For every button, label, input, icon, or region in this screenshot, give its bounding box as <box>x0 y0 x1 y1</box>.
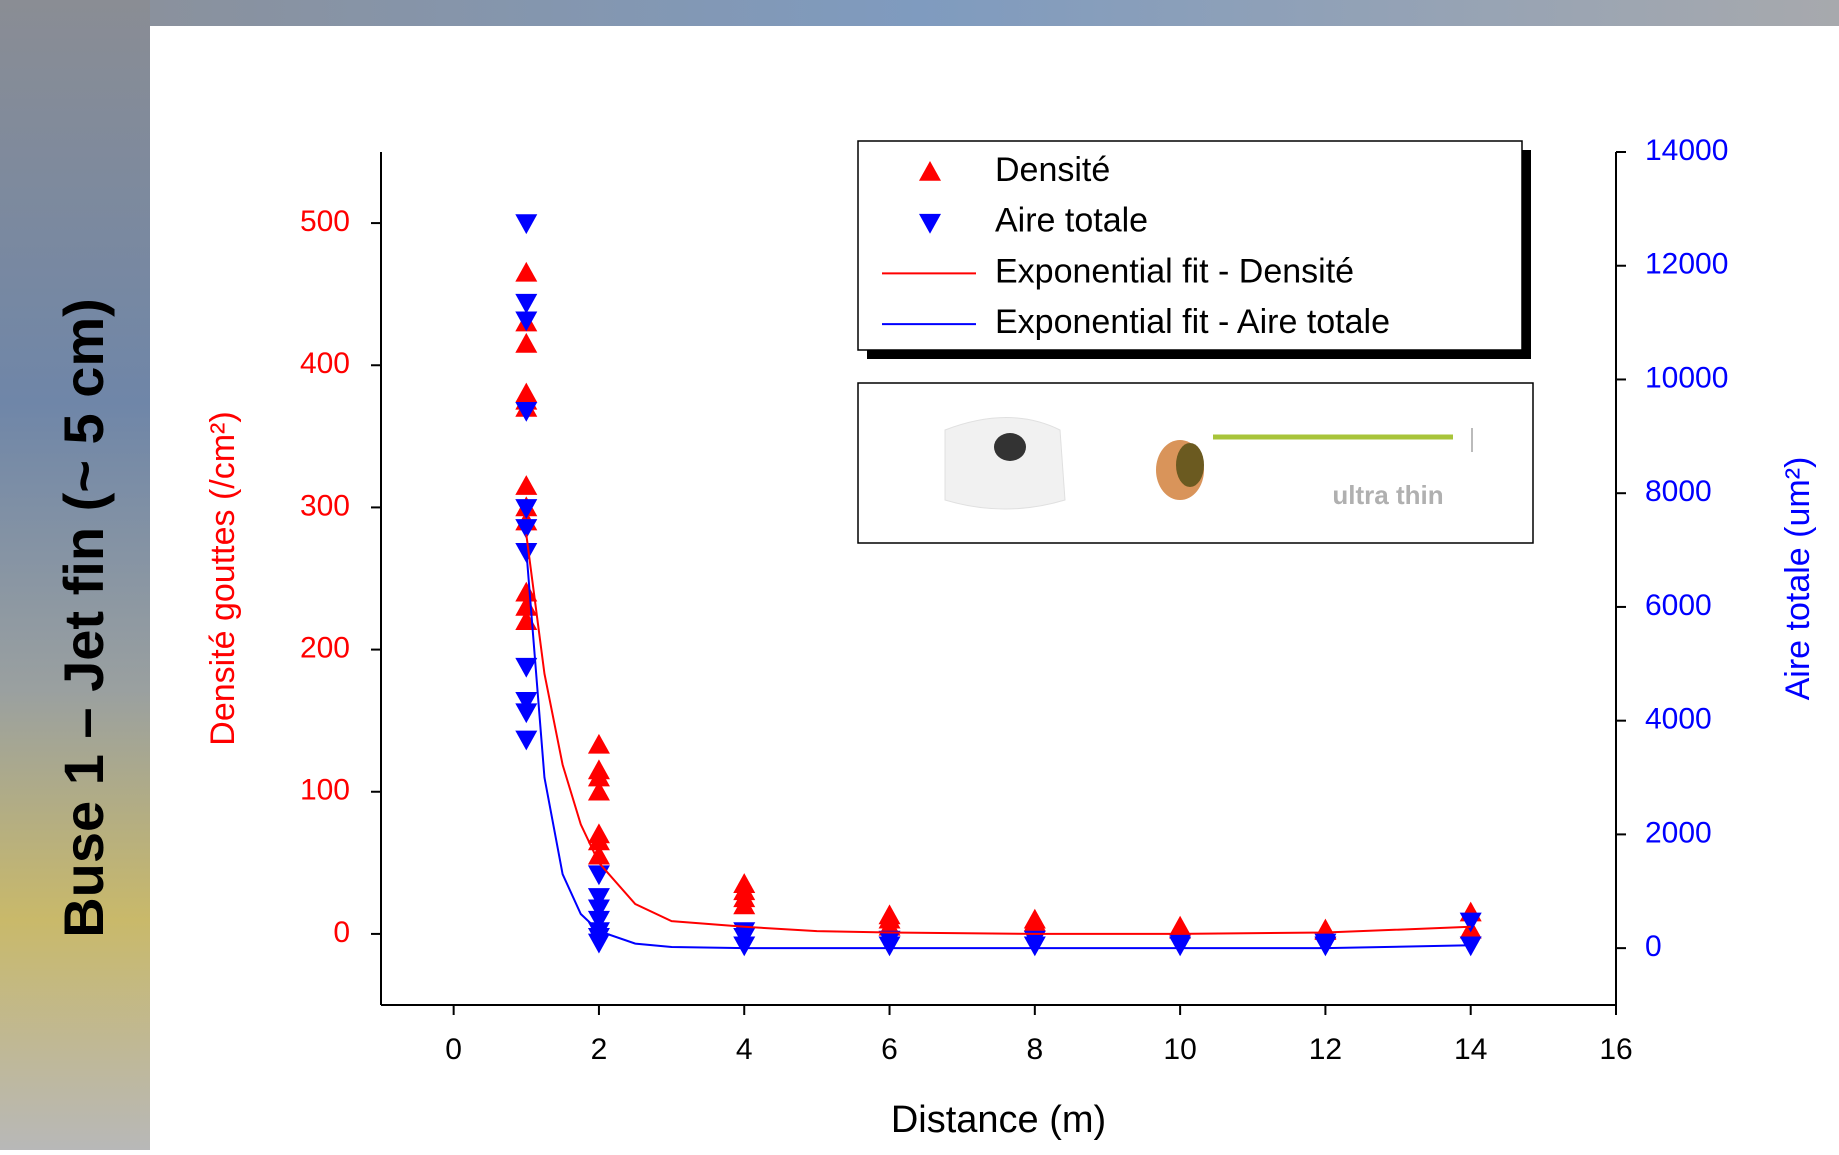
inset: ultra thin <box>857 382 1534 544</box>
point <box>587 766 610 787</box>
point <box>515 261 538 282</box>
point <box>587 899 610 920</box>
legend-label: Aire totale <box>995 202 1148 240</box>
point <box>515 730 538 751</box>
y2-tick-label: 0 <box>1645 930 1662 963</box>
point <box>1459 912 1482 933</box>
background-strip <box>0 0 150 1150</box>
point <box>1169 936 1192 957</box>
point <box>515 519 538 539</box>
can-icon <box>1176 443 1204 487</box>
x-tick-label: 6 <box>881 1033 898 1066</box>
point <box>1459 936 1482 957</box>
y-tick-label: 400 <box>300 347 350 380</box>
y-tick-label: 200 <box>300 632 350 665</box>
x-tick-label: 12 <box>1309 1033 1342 1066</box>
y2-tick-label: 4000 <box>1645 703 1712 736</box>
inset-label: ultra thin <box>1332 480 1443 510</box>
point <box>587 733 610 754</box>
point <box>515 311 538 332</box>
point <box>733 936 756 957</box>
x-tick-label: 14 <box>1454 1033 1487 1066</box>
point <box>515 475 538 495</box>
y2-tick-label: 14000 <box>1645 134 1728 167</box>
x-tick-label: 2 <box>591 1033 608 1066</box>
y2-tick-label: 12000 <box>1645 248 1728 281</box>
point <box>515 214 538 235</box>
y2-axis-label: Aire totale (um²) <box>1779 457 1817 701</box>
point <box>515 581 538 602</box>
y-tick-label: 300 <box>300 489 350 522</box>
point <box>515 332 538 353</box>
y2-tick-label: 10000 <box>1645 361 1728 394</box>
nozzle-icon <box>944 417 1066 510</box>
x-tick-label: 0 <box>445 1033 462 1066</box>
nozzle-hole <box>994 433 1026 461</box>
point <box>1023 911 1046 932</box>
y2-tick-label: 8000 <box>1645 475 1712 508</box>
x-axis-label: Distance (m) <box>891 1099 1106 1141</box>
y-tick-label: 500 <box>300 205 350 238</box>
x-tick-label: 8 <box>1026 1033 1043 1066</box>
legend-label: Densité <box>995 151 1110 189</box>
legend-label: Exponential fit - Densité <box>995 252 1354 290</box>
point <box>878 915 901 936</box>
y-tick-label: 100 <box>300 774 350 807</box>
point <box>1314 936 1337 957</box>
y2-tick-label: 2000 <box>1645 816 1712 849</box>
y-axis-label: Densité gouttes (/cm²) <box>204 411 242 745</box>
y2-tick-label: 6000 <box>1645 589 1712 622</box>
point <box>587 910 610 931</box>
point <box>587 933 610 954</box>
x-tick-label: 10 <box>1163 1033 1196 1066</box>
x-tick-label: 4 <box>736 1033 753 1066</box>
point <box>515 293 538 314</box>
point <box>587 844 610 865</box>
legend-swatch <box>919 161 941 181</box>
y-tick-label: 0 <box>333 916 350 949</box>
point <box>733 894 756 915</box>
legend-box <box>857 140 1523 351</box>
fit-line <box>525 549 1471 950</box>
legend-label: Exponential fit - Aire totale <box>995 303 1390 341</box>
point <box>515 691 538 712</box>
point <box>587 780 610 801</box>
x-tick-label: 16 <box>1599 1033 1632 1066</box>
legend <box>857 140 1531 359</box>
point <box>1023 936 1046 957</box>
point <box>878 936 901 957</box>
point <box>515 401 538 422</box>
point <box>515 657 538 678</box>
point <box>587 830 610 851</box>
point <box>587 888 610 908</box>
fit-line <box>525 534 1471 935</box>
point <box>515 703 538 724</box>
background-strip <box>0 0 1839 26</box>
point <box>515 499 538 519</box>
legend-swatch <box>919 213 941 234</box>
slide-title: Buse 1 – Jet fin (~ 5 cm) <box>52 298 115 938</box>
